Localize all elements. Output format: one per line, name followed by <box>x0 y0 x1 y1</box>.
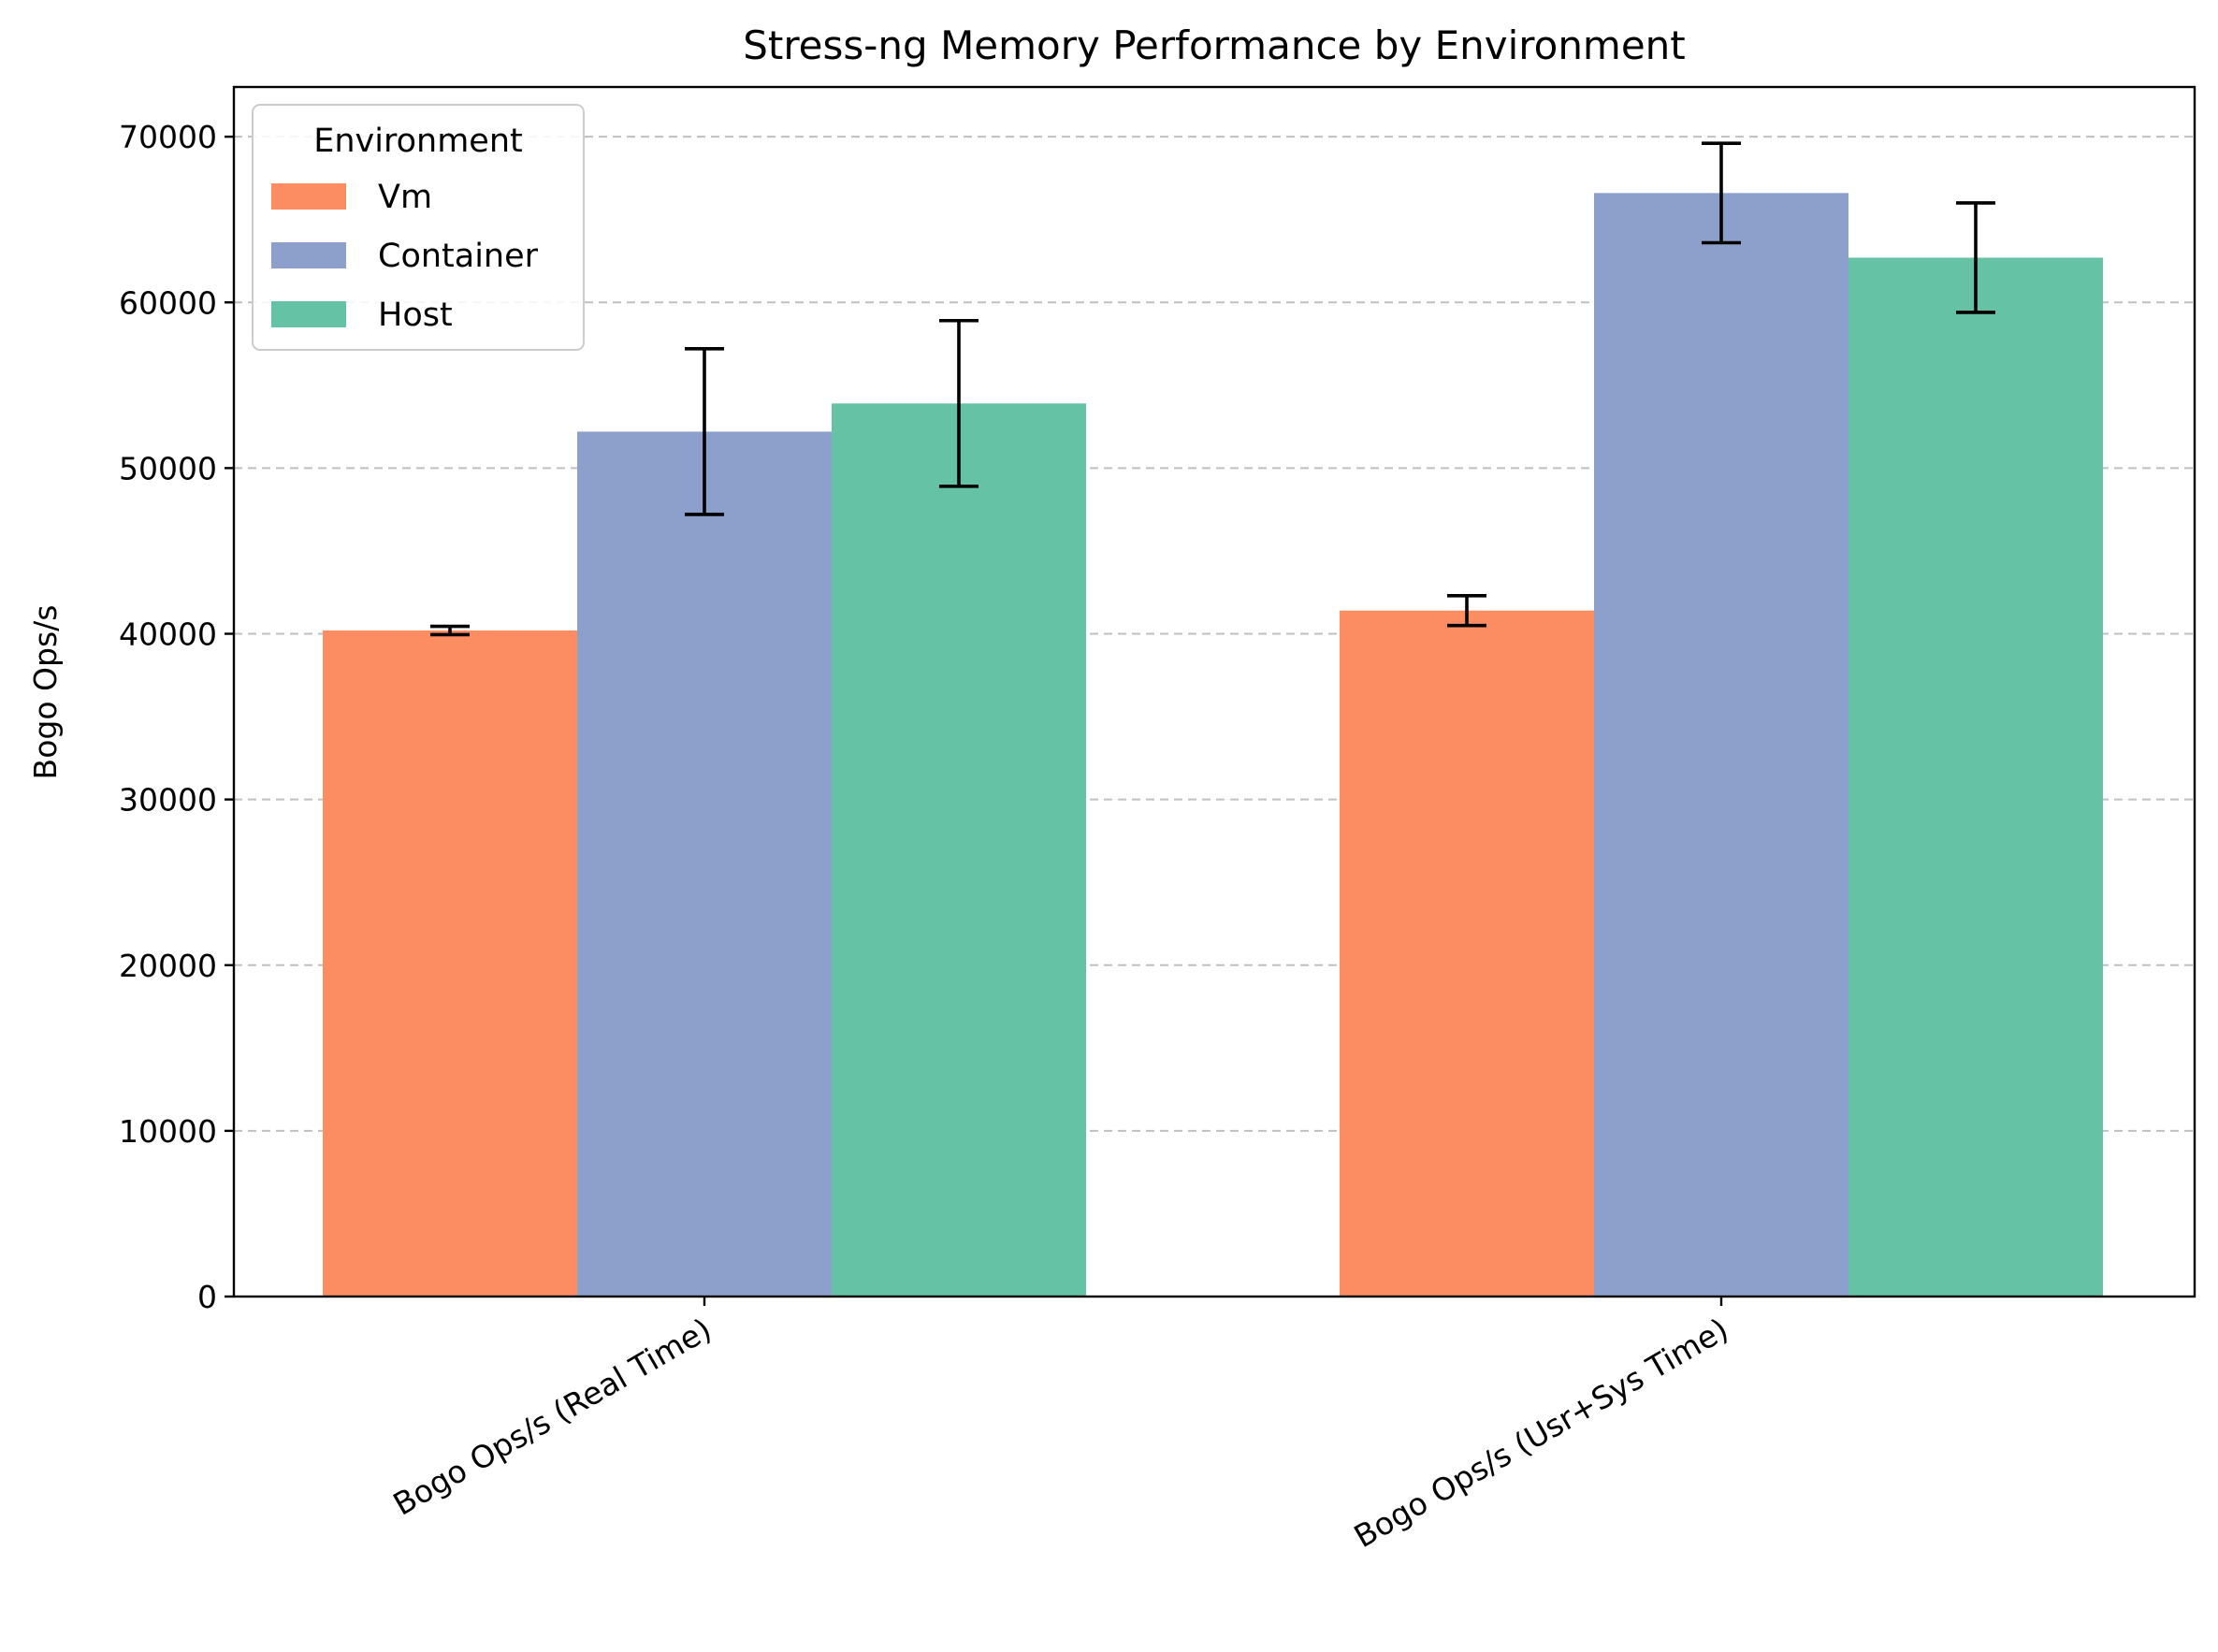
error-bars <box>430 141 1995 637</box>
bars <box>323 193 2103 1297</box>
y-axis-ticks: 0 10000 20000 30000 40000 50000 60000 70000 <box>119 119 234 1315</box>
y-tick-label: 70000 <box>119 119 217 155</box>
y-axis-label: Bogo Ops/s <box>27 605 64 780</box>
y-tick-label: 10000 <box>119 1113 217 1150</box>
legend-box <box>252 104 585 351</box>
legend-label-vm: Vm <box>378 179 432 216</box>
legend-swatch-container <box>271 242 346 268</box>
bar-vm-1 <box>1340 610 1594 1297</box>
legend-label-host: Host <box>378 297 453 334</box>
y-tick-label: 40000 <box>119 616 217 653</box>
bar-container-1 <box>1594 193 1848 1297</box>
legend-swatch-host <box>271 301 346 327</box>
bar-host-0 <box>832 403 1086 1297</box>
y-tick-label: 0 <box>197 1279 217 1315</box>
legend-label-container: Container <box>378 238 539 275</box>
y-tick-label: 30000 <box>119 782 217 819</box>
chart-title: Stress-ng Memory Performance by Environm… <box>743 22 1686 68</box>
bar-host-1 <box>1848 257 2103 1297</box>
bar-container-0 <box>577 431 832 1297</box>
y-tick-label: 50000 <box>119 450 217 486</box>
legend-swatch-vm <box>271 183 346 210</box>
legend-title: Environment <box>313 123 522 160</box>
plot-frame <box>232 85 2196 1298</box>
bar-vm-0 <box>323 630 577 1297</box>
y-tick-label: 60000 <box>119 284 217 321</box>
legend-items: Vm Container Host <box>271 179 539 334</box>
y-tick-label: 20000 <box>119 948 217 984</box>
legend: Environment Vm Container Host <box>252 104 585 351</box>
